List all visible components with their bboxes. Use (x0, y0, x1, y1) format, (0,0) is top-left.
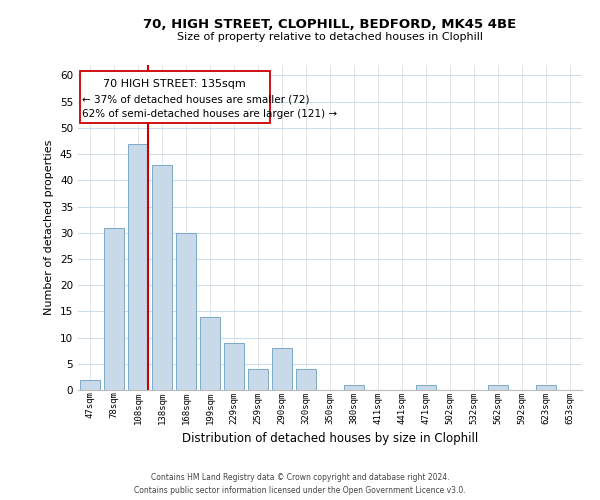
Bar (296, 369, 316, 390)
Bar (536, 385, 556, 390)
Text: Size of property relative to detached houses in Clophill: Size of property relative to detached ho… (177, 32, 483, 42)
Bar (80, 380, 100, 390)
Bar (416, 385, 436, 390)
Bar (200, 316, 220, 390)
Text: 62% of semi-detached houses are larger (121) →: 62% of semi-detached houses are larger (… (82, 109, 337, 119)
Bar (104, 228, 124, 390)
Bar (344, 385, 364, 390)
Text: Contains HM Land Registry data © Crown copyright and database right 2024.
Contai: Contains HM Land Registry data © Crown c… (134, 474, 466, 495)
Text: ← 37% of detached houses are smaller (72): ← 37% of detached houses are smaller (72… (82, 95, 310, 105)
Bar (128, 144, 148, 390)
Text: 70, HIGH STREET, CLOPHILL, BEDFORD, MK45 4BE: 70, HIGH STREET, CLOPHILL, BEDFORD, MK45… (143, 18, 517, 30)
X-axis label: Distribution of detached houses by size in Clophill: Distribution of detached houses by size … (182, 432, 478, 445)
Bar (224, 343, 244, 390)
Bar (488, 385, 508, 390)
Bar (176, 232, 196, 390)
FancyBboxPatch shape (80, 72, 269, 122)
Bar (272, 348, 292, 390)
Text: 70 HIGH STREET: 135sqm: 70 HIGH STREET: 135sqm (103, 79, 246, 89)
Y-axis label: Number of detached properties: Number of detached properties (44, 140, 55, 315)
Bar (152, 164, 172, 390)
Bar (248, 369, 268, 390)
